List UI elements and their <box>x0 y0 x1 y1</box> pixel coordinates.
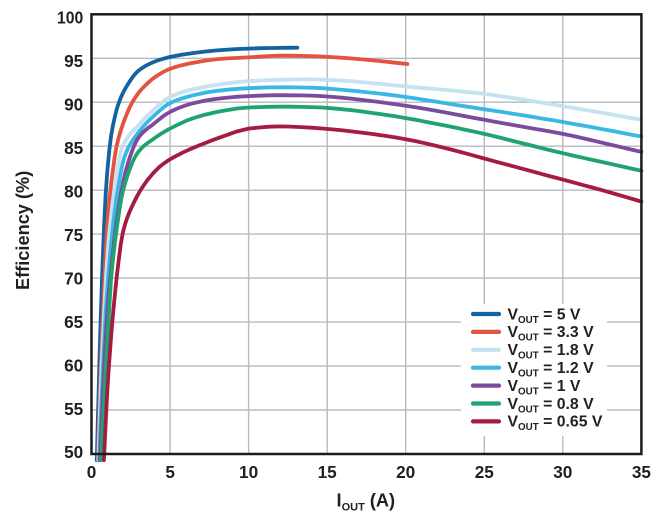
svg-text:95: 95 <box>64 51 84 71</box>
svg-text:10: 10 <box>239 462 258 482</box>
svg-text:VOUT = 0.8 V: VOUT = 0.8 V <box>508 396 595 416</box>
svg-text:5: 5 <box>165 462 175 482</box>
svg-text:VOUT = 0.65 V: VOUT = 0.65 V <box>508 414 603 434</box>
svg-text:90: 90 <box>64 95 83 115</box>
svg-text:70: 70 <box>64 268 83 288</box>
svg-text:15: 15 <box>318 462 338 482</box>
svg-text:50: 50 <box>64 442 83 462</box>
svg-text:75: 75 <box>64 225 84 245</box>
svg-text:20: 20 <box>396 462 415 482</box>
svg-text:100: 100 <box>57 8 83 28</box>
svg-text:80: 80 <box>64 182 83 202</box>
svg-text:55: 55 <box>64 399 84 419</box>
svg-text:35: 35 <box>632 462 652 482</box>
svg-text:IOUT (A): IOUT (A) <box>337 491 396 514</box>
svg-text:60: 60 <box>64 355 83 375</box>
svg-text:65: 65 <box>64 312 84 332</box>
svg-text:85: 85 <box>64 138 84 158</box>
svg-text:Efficiency (%): Efficiency (%) <box>13 171 33 290</box>
svg-text:25: 25 <box>475 462 495 482</box>
svg-text:30: 30 <box>553 462 572 482</box>
svg-text:0: 0 <box>87 462 97 482</box>
